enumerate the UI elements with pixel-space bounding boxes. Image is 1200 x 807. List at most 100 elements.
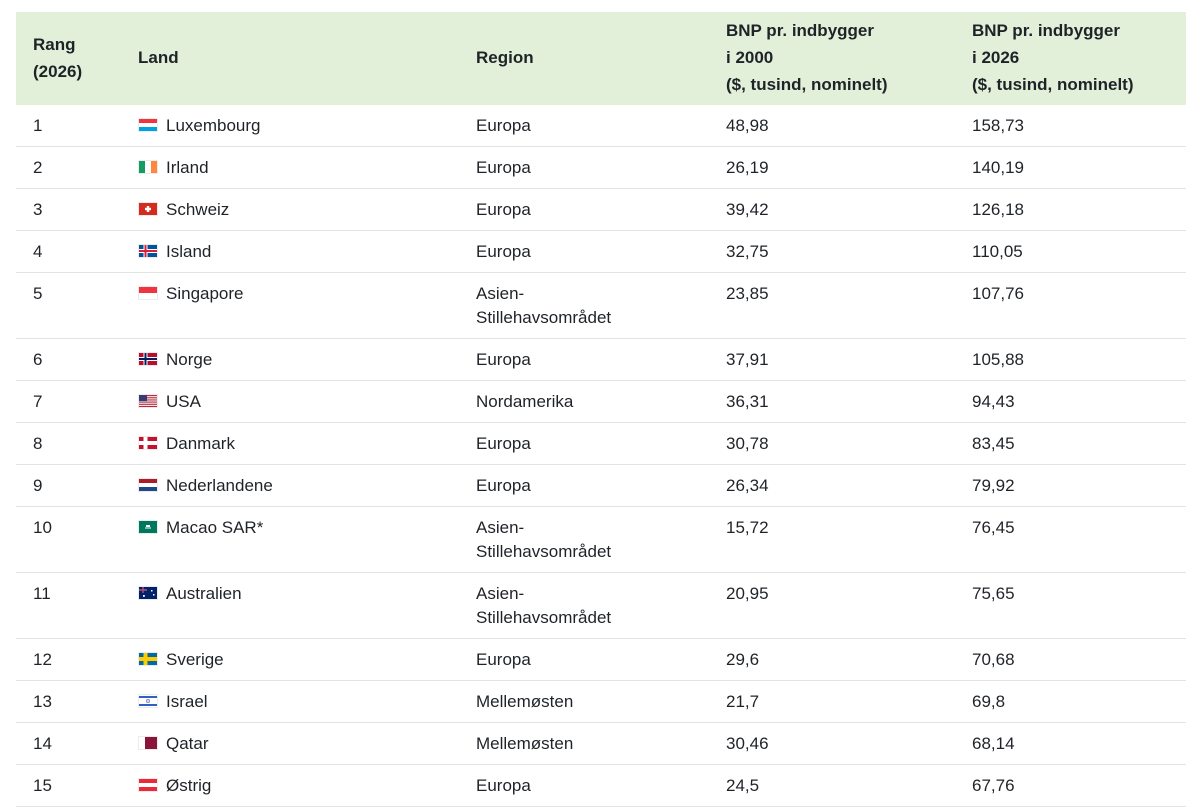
flag-australia-icon: [138, 586, 158, 600]
cell-rank: 6: [33, 350, 43, 369]
country-name: Qatar: [166, 734, 209, 753]
table-body: 1 Luxembourg Europa 48,98 158,73 2 Irland Europ…: [16, 105, 1186, 807]
cell-rank: 2: [33, 158, 43, 177]
cell-gdp-2026: 76,45: [972, 518, 1015, 537]
flag-qatar-icon: [138, 736, 158, 750]
country-name: Sverige: [166, 650, 224, 669]
cell-region: Europa: [476, 776, 531, 795]
header-gdp-2000-line-1: BNP pr. indbygger: [726, 21, 874, 40]
cell-rank: 9: [33, 476, 43, 495]
cell-country: Norge: [121, 339, 459, 381]
cell-region: Europa: [476, 116, 531, 135]
country-name: Danmark: [166, 434, 235, 453]
cell-region: Asien- Stillehavsområdet: [476, 584, 612, 627]
country-name: Irland: [166, 158, 209, 177]
cell-gdp-2000: 21,7: [726, 692, 760, 711]
cell-rank: 5: [33, 284, 43, 303]
cell-gdp-2026: 67,76: [972, 776, 1015, 795]
cell-gdp-2000: 37,91: [726, 350, 769, 369]
flag-luxembourg-icon: [138, 118, 158, 132]
table-header: Rang (2026) Land Region BNP pr. indbygge…: [16, 12, 1186, 105]
cell-gdp-2026: 70,68: [972, 650, 1015, 669]
country-name: Island: [166, 242, 212, 261]
cell-country: Schweiz: [121, 189, 459, 231]
header-row: Rang (2026) Land Region BNP pr. indbygge…: [16, 12, 1186, 105]
header-gdp-2026: BNP pr. indbygger i 2026 ($, tusind, nom…: [955, 12, 1186, 105]
country-name: Macao SAR*: [166, 518, 264, 537]
cell-country: Østrig: [121, 765, 459, 807]
flag-norway-icon: [138, 352, 158, 366]
cell-gdp-2000: 48,98: [726, 116, 769, 135]
table-row: 9 Nederlandene Europa 26,34 79,92: [16, 465, 1186, 507]
country-name: Norge: [166, 350, 213, 369]
header-rank-line-1: Rang: [33, 34, 76, 54]
country-name: USA: [166, 392, 201, 411]
table-row: 14 Qatar Mellemøsten 30,46 68,14: [16, 723, 1186, 765]
cell-region: Europa: [476, 158, 531, 177]
cell-gdp-2000: 30,78: [726, 434, 769, 453]
table-row: 5 Singapore Asien- Stillehavsområdet 23,85 1…: [16, 273, 1186, 339]
cell-region: Europa: [476, 650, 531, 669]
cell-gdp-2026: 79,92: [972, 476, 1015, 495]
cell-region: Mellemøsten: [476, 692, 574, 711]
flag-iceland-icon: [138, 244, 158, 258]
cell-gdp-2000: 36,31: [726, 392, 769, 411]
cell-region: Nordamerika: [476, 392, 574, 411]
cell-country: Irland: [121, 147, 459, 189]
header-rank: Rang (2026): [16, 12, 121, 105]
cell-gdp-2000: 26,19: [726, 158, 769, 177]
cell-country: Luxembourg: [121, 105, 459, 147]
cell-country: Israel: [121, 681, 459, 723]
gdp-per-capita-table: Rang (2026) Land Region BNP pr. indbygge…: [16, 12, 1186, 807]
country-name: Israel: [166, 692, 208, 711]
country-name: Singapore: [166, 284, 244, 303]
cell-gdp-2026: 110,05: [972, 242, 1023, 261]
cell-region: Asien- Stillehavsområdet: [476, 284, 612, 327]
cell-gdp-2026: 83,45: [972, 434, 1015, 453]
cell-rank: 12: [33, 650, 52, 669]
cell-gdp-2000: 26,34: [726, 476, 769, 495]
flag-macao-icon: [138, 520, 158, 534]
country-name: Luxembourg: [166, 116, 261, 135]
table-row: 7 USA Nordamerika 36,31 94,43: [16, 381, 1186, 423]
table-row: 6 Norge Europa 37,91 105,88: [16, 339, 1186, 381]
table-row: 3 Schweiz Europa 39,42 126,18: [16, 189, 1186, 231]
cell-country: Island: [121, 231, 459, 273]
cell-rank: 13: [33, 692, 52, 711]
cell-rank: 14: [33, 734, 52, 753]
cell-region: Asien- Stillehavsområdet: [476, 518, 612, 561]
cell-gdp-2026: 126,18: [972, 200, 1024, 219]
flag-israel-icon: [138, 694, 158, 708]
header-region-label: Region: [476, 48, 534, 67]
table-row: 11 Australien Asien- Stillehavsområdet 20,9…: [16, 573, 1186, 639]
country-name: Australien: [166, 584, 242, 603]
table-row: 8 Danmark Europa 30,78 83,45: [16, 423, 1186, 465]
cell-country: Qatar: [121, 723, 459, 765]
header-region: Region: [459, 12, 709, 105]
cell-rank: 1: [33, 116, 43, 135]
cell-country: Danmark: [121, 423, 459, 465]
cell-rank: 3: [33, 200, 43, 219]
cell-gdp-2000: 20,95: [726, 584, 769, 603]
gdp-table-container: Rang (2026) Land Region BNP pr. indbygge…: [16, 12, 1186, 807]
cell-rank: 10: [33, 518, 52, 537]
cell-rank: 15: [33, 776, 52, 795]
cell-gdp-2000: 30,46: [726, 734, 769, 753]
flag-austria-icon: [138, 778, 158, 792]
flag-sweden-icon: [138, 652, 158, 666]
cell-region: Europa: [476, 476, 531, 495]
country-name: Schweiz: [166, 200, 230, 219]
cell-gdp-2000: 23,85: [726, 284, 769, 303]
cell-country: USA: [121, 381, 459, 423]
country-name: Østrig: [166, 776, 212, 795]
cell-gdp-2026: 107,76: [972, 284, 1024, 303]
cell-region: Europa: [476, 434, 531, 453]
cell-gdp-2026: 68,14: [972, 734, 1015, 753]
header-gdp-2000-line-2: i 2000: [726, 48, 774, 67]
cell-gdp-2000: 32,75: [726, 242, 769, 261]
header-land-label: Land: [138, 48, 179, 67]
table-row: 13 Israel Mellemøsten 21,7 69,8: [16, 681, 1186, 723]
cell-region: Mellemøsten: [476, 734, 574, 753]
cell-gdp-2000: 15,72: [726, 518, 769, 537]
table-row: 15 Østrig Europa 24,5 67,76: [16, 765, 1186, 807]
